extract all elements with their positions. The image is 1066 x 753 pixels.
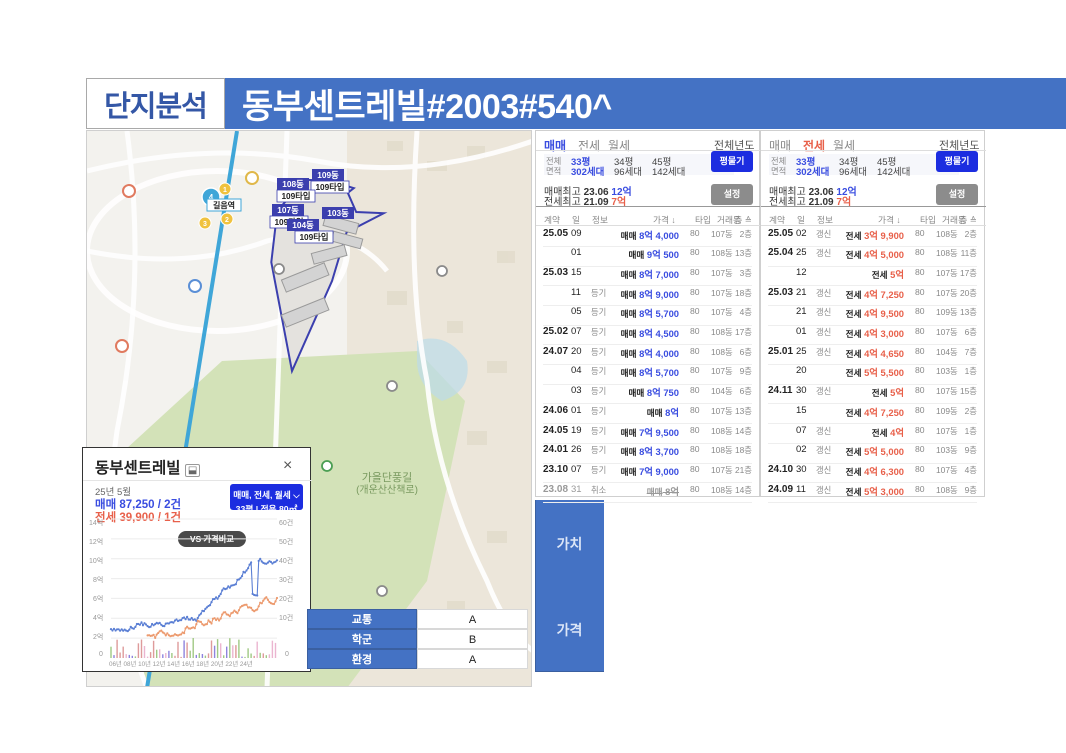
svg-text:109타입: 109타입 (315, 182, 344, 192)
svg-text:길음역: 길음역 (213, 200, 235, 210)
svg-text:(개운산산책로): (개운산산책로) (356, 484, 418, 496)
svg-text:109타입: 109타입 (281, 191, 310, 201)
svg-text:2: 2 (225, 217, 229, 224)
svg-text:1: 1 (223, 187, 227, 194)
svg-text:108동: 108동 (282, 179, 304, 189)
svg-text:가을단풍길: 가을단풍길 (362, 471, 413, 484)
svg-text:109동: 109동 (317, 170, 339, 180)
svg-text:3: 3 (203, 221, 207, 228)
svg-text:107동: 107동 (277, 205, 299, 215)
svg-text:109타입: 109타입 (299, 232, 328, 242)
svg-text:104동: 104동 (292, 220, 314, 230)
svg-text:103동: 103동 (327, 208, 349, 218)
